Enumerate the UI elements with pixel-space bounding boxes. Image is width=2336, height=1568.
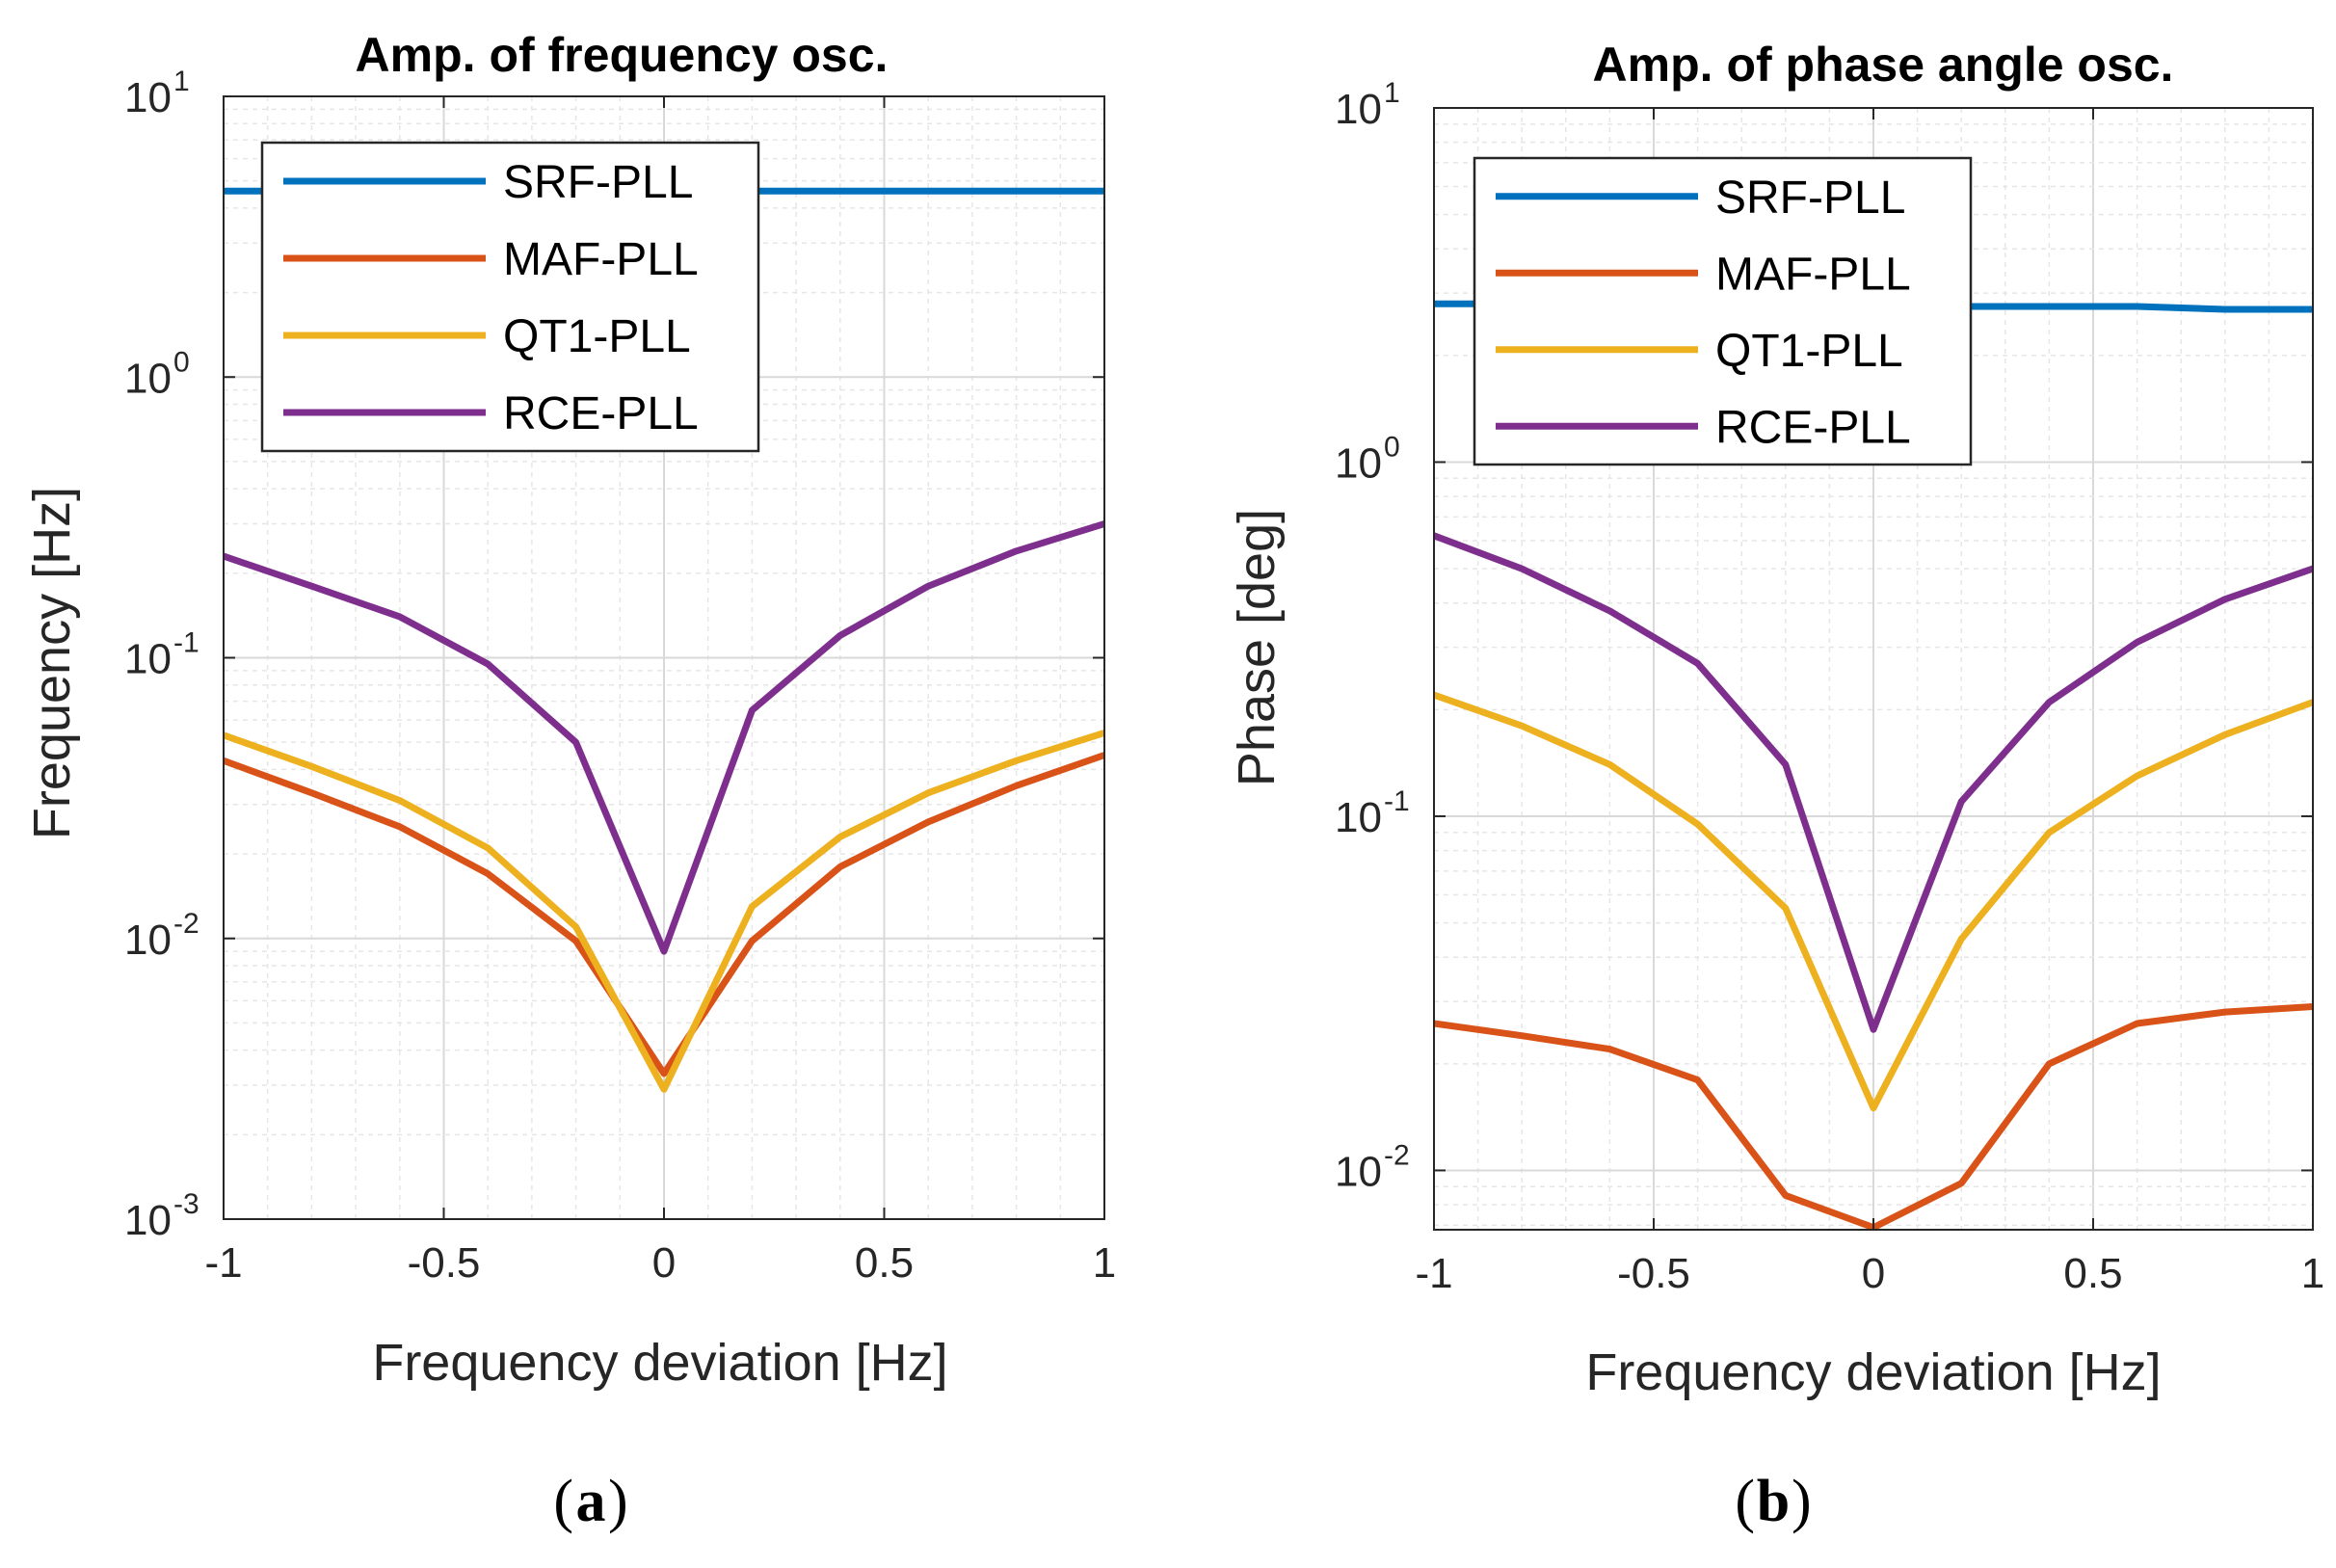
chart-a-panel-label: ( a ) [553,1469,627,1534]
legend-item-maf-pll[interactable]: MAF-PLL [1496,249,1911,300]
legend-item-rce-pll[interactable]: RCE-PLL [283,388,699,439]
x-tick-label: -0.5 [408,1239,481,1287]
chart-a-x-ticks: -1 -0.5 0 0.5 1 [204,96,1116,1287]
y-tick-label: 10 0 [124,346,190,402]
svg-text:): ) [608,1469,628,1534]
legend-label: SRF-PLL [503,157,693,208]
chart-a-panel-letter: a [576,1469,606,1534]
y-tick-label: 10 -2 [1335,1139,1410,1195]
legend-item-maf-pll[interactable]: MAF-PLL [283,234,699,285]
legend-item-rce-pll[interactable]: RCE-PLL [1496,402,1911,453]
legend-item-qt1-pll[interactable]: QT1-PLL [283,311,691,362]
x-tick-label: 0.5 [2063,1250,2122,1297]
series-line-rce-pll[interactable] [222,520,1106,955]
legend-box [1473,156,1973,466]
chart-b-panel-label: ( b ) [1735,1469,1811,1534]
chart-b-legend[interactable]: SRF-PLL MAF-PLL QT1-PLL RCE-PLL [1473,156,1973,466]
chart-a-title: Amp. of frequency osc. [356,28,889,82]
x-tick-label: 1 [1093,1239,1116,1287]
legend-label: RCE-PLL [1715,402,1911,453]
chart-a-ylabel: Frequency [Hz] [23,487,81,839]
y-tick-exponent: -1 [173,627,199,659]
legend-item-srf-pll[interactable]: SRF-PLL [283,157,693,208]
series-line-rce-pll[interactable] [1432,532,2315,1033]
chart-b: Amp. of phase angle osc. -1 -0.5 0 0.5 1 10-… [1228,38,2324,1534]
y-tick-exponent: -1 [1384,785,1410,817]
chart-a: Amp. of frequency osc. -1 -0.5 0 0.5 1 10 -31… [23,28,1116,1534]
y-tick-base: 10 [1335,86,1382,133]
svg-text:(: ( [553,1469,573,1534]
x-tick-label: 0 [1862,1250,1885,1297]
y-tick-base: 10 [124,1197,172,1244]
y-tick-label: 10 -1 [124,627,199,683]
y-tick-exponent: 0 [1384,431,1400,463]
legend-label: MAF-PLL [1715,249,1911,300]
y-tick-base: 10 [124,917,172,964]
y-tick-label: 10 1 [1335,77,1400,133]
y-tick-exponent: 1 [173,66,190,97]
chart-b-ylabel: Phase [deg] [1228,509,1286,786]
y-tick-label: 10 -1 [1335,785,1410,841]
svg-text:): ) [1792,1469,1812,1534]
chart-a-xlabel: Frequency deviation [Hz] [372,1334,947,1392]
legend-label: QT1-PLL [1715,326,1903,377]
x-tick-label: -0.5 [1617,1250,1690,1297]
series-line-qt1-pll[interactable] [222,730,1106,1093]
series-line-maf-pll[interactable] [222,752,1106,1077]
x-tick-label: -1 [204,1239,242,1287]
y-tick-base: 10 [1335,794,1382,841]
y-tick-base: 10 [1335,1148,1382,1195]
chart-b-title: Amp. of phase angle osc. [1593,38,2174,92]
y-tick-label: 10 -2 [124,908,199,964]
legend-label: QT1-PLL [503,311,691,362]
y-tick-label: 10 1 [124,66,190,121]
x-tick-label: 0.5 [855,1239,914,1287]
svg-text:(: ( [1735,1469,1755,1534]
y-tick-exponent: 0 [173,346,190,378]
y-tick-exponent: -2 [1384,1139,1410,1171]
legend-box [260,141,760,453]
x-tick-label: 0 [652,1239,676,1287]
y-tick-base: 10 [124,355,172,402]
x-tick-label: 1 [2301,1250,2324,1297]
y-tick-base: 10 [124,636,172,683]
chart-a-legend[interactable]: SRF-PLL MAF-PLL QT1-PLL RCE-PLL [260,141,760,453]
y-tick-exponent: -2 [173,908,199,940]
legend-label: SRF-PLL [1715,173,1905,224]
y-tick-label: 10 -3 [124,1188,199,1244]
y-tick-base: 10 [1335,439,1382,487]
y-tick-label: 10 0 [1335,431,1400,487]
series-line-qt1-pll[interactable] [1432,691,2315,1112]
legend-item-qt1-pll[interactable]: QT1-PLL [1496,326,1903,377]
legend-label: RCE-PLL [503,388,699,439]
chart-b-x-ticks: -1 -0.5 0 0.5 1 [1415,108,2324,1297]
x-tick-label: -1 [1415,1250,1452,1297]
y-tick-exponent: 1 [1384,77,1400,109]
chart-b-panel-letter: b [1757,1469,1790,1534]
legend-label: MAF-PLL [503,234,699,285]
y-tick-exponent: -3 [173,1188,199,1220]
legend-item-srf-pll[interactable]: SRF-PLL [1496,173,1905,224]
chart-b-xlabel: Frequency deviation [Hz] [1585,1343,2161,1401]
y-tick-base: 10 [124,74,172,121]
